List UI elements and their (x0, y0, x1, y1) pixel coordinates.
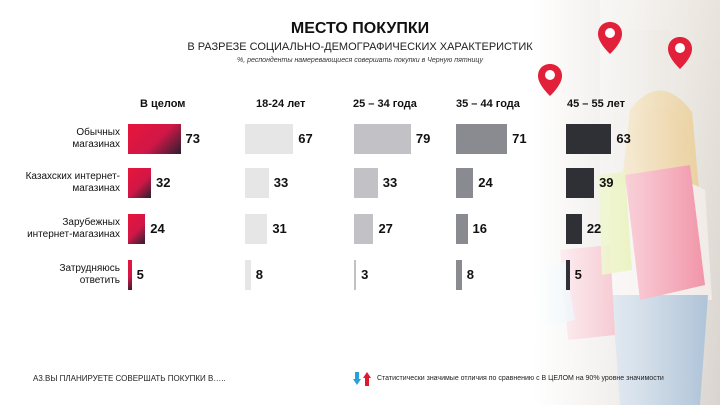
data-label: 8 (466, 267, 474, 282)
data-label: 31 (272, 221, 287, 236)
chart-subtitle: В РАЗРЕЗЕ СОЦИАЛЬНО-ДЕМОГРАФИЧЕСКИХ ХАРА… (187, 41, 533, 53)
survey-question: А3.ВЫ ПЛАНИРУЕТЕ СОВЕРШАТЬ ПОКУПКИ В….. (33, 374, 226, 383)
column-header: В целом (140, 98, 186, 110)
row-label: Обычных магазинах (72, 127, 120, 150)
map-pin-icon (598, 22, 622, 54)
data-label: 5 (574, 267, 582, 282)
data-label: 24 (478, 175, 493, 190)
bar (128, 214, 146, 244)
bar (245, 214, 268, 244)
significance-arrows (353, 372, 371, 386)
data-label: 16 (472, 221, 487, 236)
column-header: 18-24 лет (256, 98, 306, 110)
column-header: 25 – 34 года (353, 98, 417, 110)
map-pin-icon (668, 37, 692, 69)
map-pin-icon (538, 64, 562, 96)
bar (566, 214, 582, 244)
bar (456, 124, 508, 154)
data-label: 73 (185, 131, 201, 146)
data-label: 33 (273, 175, 289, 190)
bar (566, 168, 595, 198)
bar (128, 168, 152, 198)
data-label: 71 (512, 131, 527, 146)
data-label: 5 (136, 267, 144, 282)
bar (245, 124, 294, 154)
data-label: 24 (150, 221, 165, 236)
data-label: 79 (415, 131, 431, 146)
bar (128, 260, 132, 290)
significance-legend: Статистически значимые отличия по сравне… (377, 375, 664, 382)
bar (128, 124, 181, 154)
data-label: 32 (156, 175, 171, 190)
row-label: Зарубежных интернет-магазинах (27, 217, 120, 240)
column-header: 35 – 44 года (456, 98, 520, 110)
bar (354, 260, 357, 290)
bar (354, 168, 378, 198)
bar (245, 260, 251, 290)
row-label: Затрудняюсь ответить (59, 263, 120, 286)
arrow-up-red-icon (363, 372, 371, 386)
chart-note: %, респонденты намеревающиеся совершать … (237, 57, 483, 64)
bar (456, 260, 462, 290)
bar (456, 214, 468, 244)
bar (456, 168, 474, 198)
bar (354, 124, 411, 154)
data-label: 63 (616, 131, 631, 146)
arrow-down-blue-icon (353, 372, 361, 385)
bar (566, 124, 612, 154)
data-label: 27 (378, 221, 393, 236)
data-label: 3 (361, 267, 369, 282)
data-label: 8 (255, 267, 263, 282)
row-label: Казахских интернет-магазинах (25, 171, 120, 194)
bar (245, 168, 269, 198)
column-header: 45 – 55 лет (567, 98, 625, 110)
data-label: 22 (586, 221, 602, 236)
chart-title: МЕСТО ПОКУПКИ (290, 20, 430, 37)
data-label: 67 (298, 131, 313, 146)
data-label: 39 (599, 175, 614, 190)
bar (566, 260, 570, 290)
data-label: 33 (382, 175, 398, 190)
bar (354, 214, 374, 244)
